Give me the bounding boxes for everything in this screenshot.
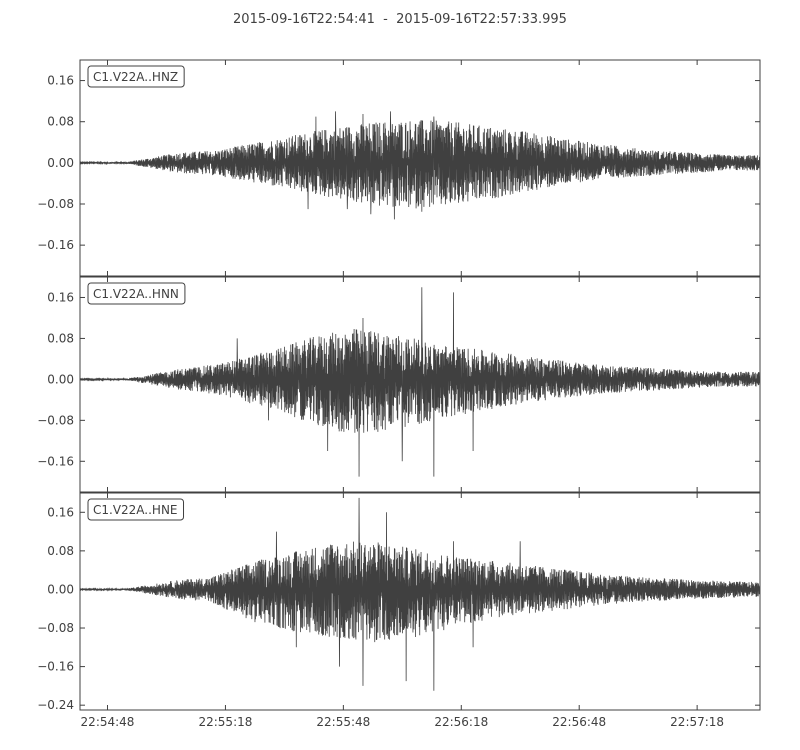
x-tick-label: 22:55:18 bbox=[198, 715, 252, 729]
y-tick-label: −0.16 bbox=[37, 238, 74, 252]
plot-title: 2015-09-16T22:54:41 - 2015-09-16T22:57:3… bbox=[233, 12, 567, 27]
y-tick-label: −0.16 bbox=[37, 660, 74, 674]
y-tick-label: 0.16 bbox=[47, 290, 74, 304]
y-tick-label: 0.00 bbox=[47, 582, 74, 596]
y-tick-label: −0.08 bbox=[37, 197, 74, 211]
y-tick-label: −0.24 bbox=[37, 698, 74, 712]
waveform-line bbox=[79, 287, 761, 477]
y-tick-label: −0.08 bbox=[37, 621, 74, 635]
x-tick-label: 22:56:48 bbox=[552, 715, 606, 729]
trace-panel-3: −0.24 −0.16 −0.08 0.00 0.08 0.16 C1.V22A..HNE bbox=[37, 492, 761, 712]
y-tick-label: 0.08 bbox=[47, 544, 74, 558]
y-tick-label: 0.16 bbox=[47, 505, 74, 519]
x-tick-label: 22:57:18 bbox=[670, 715, 724, 729]
station-label-text: C1.V22A..HNZ bbox=[93, 70, 178, 84]
y-tick-label: 0.16 bbox=[47, 74, 74, 88]
waveform-line bbox=[79, 111, 761, 220]
x-tick-label: 22:56:18 bbox=[434, 715, 488, 729]
station-label-box bbox=[87, 65, 185, 88]
y-tick-label: 0.08 bbox=[47, 115, 74, 129]
station-label-text: C1.V22A..HNE bbox=[93, 503, 178, 517]
y-tick-label: 0.00 bbox=[47, 156, 74, 170]
station-label: C1.V22A..HNE bbox=[87, 498, 185, 521]
station-label: C1.V22A..HNZ bbox=[87, 65, 185, 88]
axes-frame bbox=[79, 276, 761, 493]
station-label-box bbox=[87, 498, 185, 521]
axes-frame bbox=[79, 492, 761, 711]
waveform-line bbox=[79, 497, 761, 691]
x-tick-label: 22:55:48 bbox=[316, 715, 370, 729]
axes-frame bbox=[79, 59, 761, 277]
trace-panel-2: −0.16 −0.08 0.00 0.08 0.16 C1.V22A..HNN bbox=[37, 276, 761, 493]
y-tick-label: −0.16 bbox=[37, 454, 74, 468]
y-tick-label: −0.08 bbox=[37, 413, 74, 427]
x-tick-label: 22:54:48 bbox=[81, 715, 135, 729]
trace-panel-1: −0.16 −0.08 0.00 0.08 0.16 C1.V22A..HNZ bbox=[37, 59, 761, 277]
station-label-text: C1.V22A..HNN bbox=[93, 287, 179, 301]
station-label-box bbox=[87, 282, 186, 305]
y-tick-label: 0.08 bbox=[47, 331, 74, 345]
station-label: C1.V22A..HNN bbox=[87, 282, 186, 305]
y-tick-label: 0.00 bbox=[47, 372, 74, 386]
